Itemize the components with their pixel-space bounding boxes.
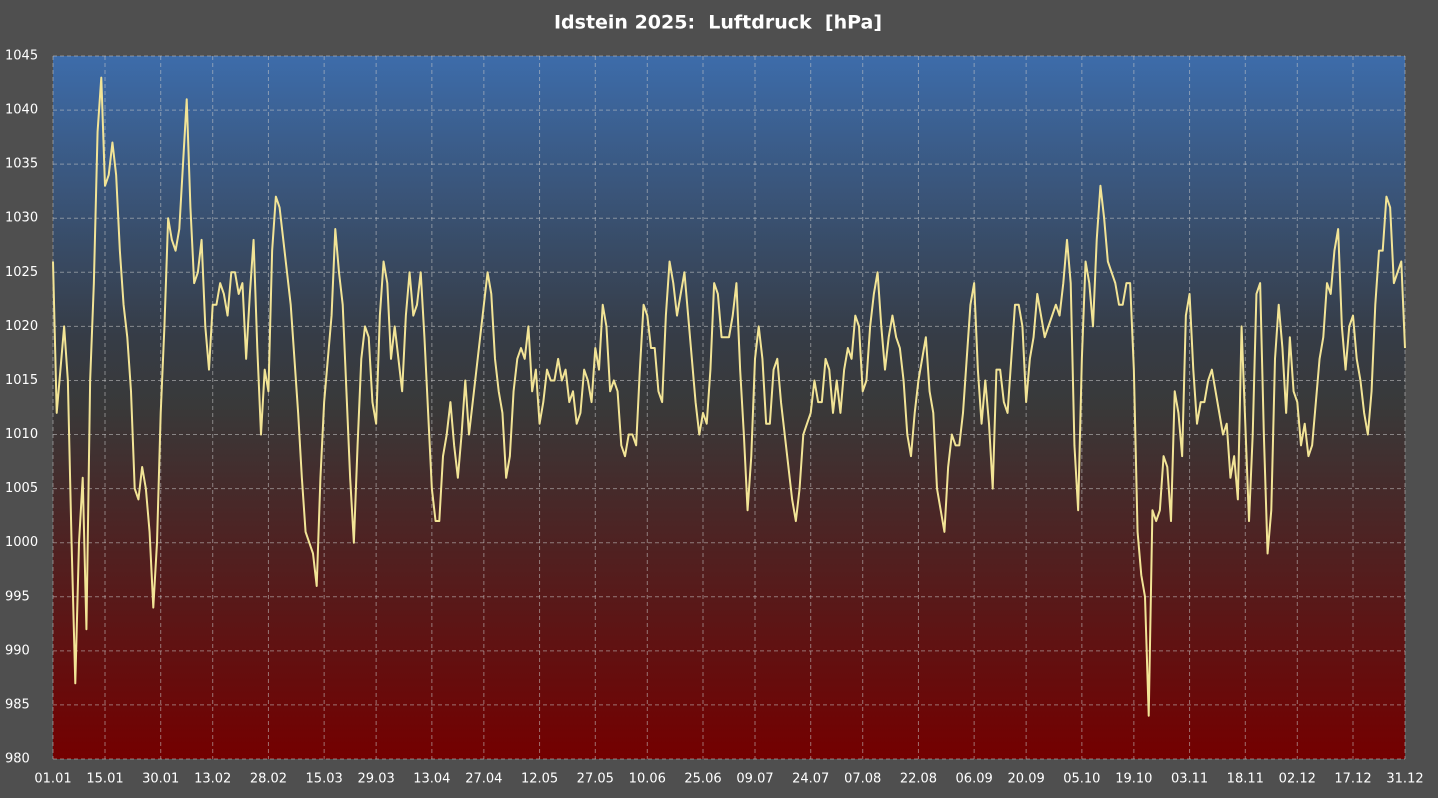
- y-tick-label: 995: [5, 589, 30, 604]
- y-tick-label: 1040: [5, 103, 38, 118]
- x-tick-label: 20.09: [1008, 772, 1045, 787]
- x-tick-label: 10.06: [629, 772, 666, 787]
- y-tick-label: 1010: [5, 427, 38, 442]
- x-tick-label: 18.11: [1227, 772, 1264, 787]
- y-tick-label: 1045: [5, 49, 38, 64]
- pressure-line: [52, 76, 1406, 717]
- x-tick-label: 27.05: [577, 772, 614, 787]
- x-tick-label: 06.09: [956, 772, 993, 787]
- y-tick-label: 1025: [5, 265, 38, 280]
- x-tick-label: 09.07: [736, 772, 773, 787]
- x-tick-label: 27.04: [465, 772, 502, 787]
- x-tick-label: 25.06: [684, 772, 721, 787]
- plot-area: [53, 56, 1405, 759]
- x-tick-label: 01.01: [34, 772, 71, 787]
- y-tick-label: 990: [5, 643, 30, 658]
- y-tick-label: 1005: [5, 481, 38, 496]
- x-tick-label: 15.01: [86, 772, 123, 787]
- x-tick-label: 03.11: [1171, 772, 1208, 787]
- y-tick-label: 1000: [5, 535, 38, 550]
- x-tick-label: 19.10: [1115, 772, 1152, 787]
- x-tick-label: 15.03: [306, 772, 343, 787]
- x-tick-label: 13.04: [413, 772, 450, 787]
- x-tick-label: 07.08: [844, 772, 881, 787]
- x-tick-label: 24.07: [792, 772, 829, 787]
- x-tick-label: 22.08: [900, 772, 937, 787]
- x-tick-label: 31.12: [1386, 772, 1423, 787]
- x-tick-label: 02.12: [1279, 772, 1316, 787]
- y-tick-label: 980: [5, 752, 30, 767]
- x-tick-label: 28.02: [250, 772, 287, 787]
- x-tick-label: 29.03: [358, 772, 395, 787]
- x-tick-label: 12.05: [521, 772, 558, 787]
- chart-title: Idstein 2025: Luftdruck [hPa]: [554, 12, 882, 34]
- y-tick-label: 1035: [5, 157, 38, 172]
- y-tick-label: 1020: [5, 319, 38, 334]
- x-tick-label: 30.01: [142, 772, 179, 787]
- y-tick-label: 1030: [5, 211, 38, 226]
- x-tick-label: 13.02: [194, 772, 231, 787]
- x-tick-label: 17.12: [1334, 772, 1371, 787]
- y-tick-label: 1015: [5, 373, 38, 388]
- y-tick-label: 985: [5, 697, 30, 712]
- x-tick-label: 05.10: [1063, 772, 1100, 787]
